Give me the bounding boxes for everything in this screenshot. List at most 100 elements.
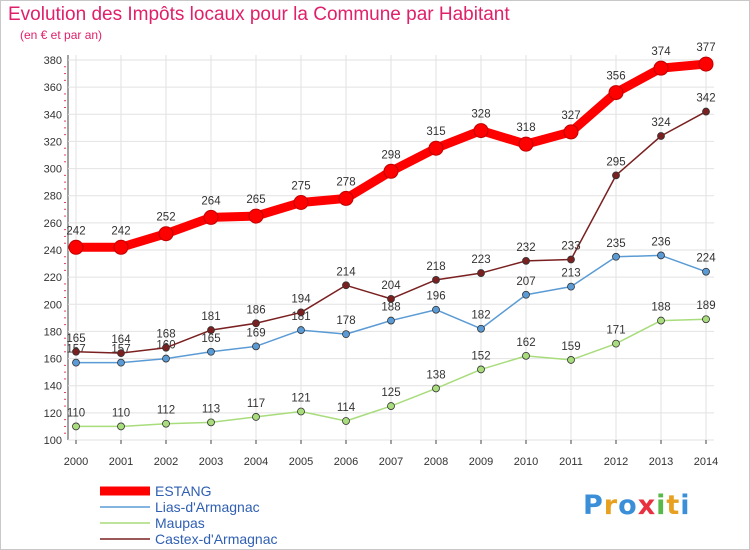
data-point bbox=[297, 326, 305, 334]
data-point bbox=[702, 107, 710, 116]
data-label: 162 bbox=[516, 337, 535, 349]
x-tick-label: 2011 bbox=[559, 456, 583, 468]
data-point bbox=[698, 56, 714, 72]
x-tick-label: 2001 bbox=[109, 456, 133, 468]
x-tick-label: 2006 bbox=[334, 456, 358, 468]
data-point bbox=[657, 251, 665, 260]
data-point bbox=[563, 124, 579, 140]
data-point bbox=[162, 343, 170, 352]
proxiti-logo: Proxiti bbox=[583, 490, 691, 521]
x-tick-label: 2005 bbox=[289, 456, 313, 468]
data-label: 204 bbox=[381, 280, 401, 292]
y-tick-label: 140 bbox=[44, 381, 62, 393]
chart-title: Evolution des Impôts locaux pour la Comm… bbox=[8, 4, 510, 25]
data-point bbox=[477, 269, 485, 277]
data-point bbox=[657, 132, 665, 140]
chart-subtitle: (en € et par an) bbox=[20, 28, 103, 42]
data-point bbox=[387, 402, 395, 410]
x-tick-label: 2013 bbox=[649, 456, 673, 468]
data-label: 235 bbox=[606, 238, 625, 250]
y-tick-label: 360 bbox=[44, 82, 62, 94]
data-label: 196 bbox=[426, 291, 445, 303]
data-label: 275 bbox=[291, 181, 310, 193]
data-point bbox=[612, 171, 620, 180]
data-label: 328 bbox=[471, 109, 490, 121]
data-point bbox=[608, 85, 624, 101]
data-point bbox=[72, 347, 80, 356]
y-tick-label: 340 bbox=[44, 109, 62, 121]
data-label: 342 bbox=[696, 93, 715, 105]
data-point bbox=[387, 294, 395, 303]
data-label: 117 bbox=[247, 398, 265, 410]
data-label: 114 bbox=[337, 402, 356, 414]
data-point bbox=[473, 123, 489, 139]
data-label: 236 bbox=[651, 236, 670, 248]
data-label: 295 bbox=[606, 156, 625, 168]
data-point bbox=[162, 419, 170, 428]
data-label: 327 bbox=[561, 110, 580, 122]
data-label: 138 bbox=[426, 369, 445, 381]
data-label: 189 bbox=[696, 300, 715, 312]
data-label: 218 bbox=[426, 261, 445, 273]
data-label: 278 bbox=[336, 176, 355, 188]
data-point bbox=[518, 136, 534, 152]
data-label: 207 bbox=[516, 276, 535, 288]
legend-label: ESTANG bbox=[155, 483, 212, 499]
data-point bbox=[657, 316, 665, 325]
data-label: 224 bbox=[696, 253, 716, 265]
data-label: 242 bbox=[111, 225, 130, 237]
x-tick-label: 2012 bbox=[604, 456, 628, 468]
data-label: 168 bbox=[156, 329, 175, 341]
data-label: 152 bbox=[471, 350, 490, 362]
y-tick-label: 320 bbox=[44, 136, 62, 148]
y-tick-label: 260 bbox=[44, 218, 62, 230]
data-label: 110 bbox=[112, 407, 130, 419]
data-label: 223 bbox=[471, 254, 490, 266]
data-point bbox=[612, 252, 620, 261]
data-label: 318 bbox=[516, 122, 535, 134]
data-label: 265 bbox=[246, 194, 265, 206]
data-label: 213 bbox=[561, 268, 580, 280]
legend-label: Maupas bbox=[155, 515, 205, 531]
data-label: 186 bbox=[246, 304, 265, 316]
data-label: 165 bbox=[66, 333, 85, 345]
data-label: 164 bbox=[111, 334, 131, 346]
y-tick-label: 200 bbox=[44, 299, 62, 311]
data-point bbox=[342, 330, 350, 339]
data-label: 298 bbox=[381, 149, 400, 161]
data-point bbox=[567, 282, 575, 291]
data-point bbox=[477, 324, 485, 333]
data-label: 214 bbox=[336, 266, 356, 278]
data-label: 252 bbox=[156, 212, 175, 224]
data-point bbox=[297, 308, 305, 317]
x-tick-label: 2010 bbox=[514, 456, 538, 468]
data-point bbox=[207, 326, 215, 334]
data-point bbox=[702, 267, 710, 276]
data-point bbox=[383, 163, 399, 179]
data-label: 324 bbox=[651, 117, 671, 129]
data-label: 264 bbox=[201, 195, 221, 207]
data-point bbox=[72, 358, 80, 367]
data-label: 374 bbox=[651, 46, 671, 58]
data-label: 356 bbox=[606, 71, 625, 83]
data-point bbox=[342, 417, 350, 425]
data-point bbox=[432, 275, 440, 284]
data-point bbox=[297, 407, 305, 416]
data-point bbox=[207, 418, 215, 427]
x-tick-label: 2004 bbox=[244, 456, 268, 468]
data-point bbox=[117, 358, 125, 367]
data-label: 232 bbox=[516, 242, 535, 254]
y-tick-label: 100 bbox=[44, 435, 62, 447]
y-tick-label: 220 bbox=[44, 272, 62, 284]
y-tick-label: 160 bbox=[44, 354, 62, 366]
data-label: 188 bbox=[381, 302, 400, 314]
data-label: 242 bbox=[66, 225, 85, 237]
data-label: 121 bbox=[291, 393, 310, 405]
data-label: 110 bbox=[67, 407, 85, 419]
data-point bbox=[207, 347, 215, 356]
data-point bbox=[432, 384, 440, 393]
y-tick-label: 180 bbox=[44, 326, 62, 338]
data-label: 194 bbox=[291, 293, 311, 305]
x-tick-label: 2000 bbox=[64, 456, 88, 468]
data-label: 112 bbox=[157, 405, 175, 417]
